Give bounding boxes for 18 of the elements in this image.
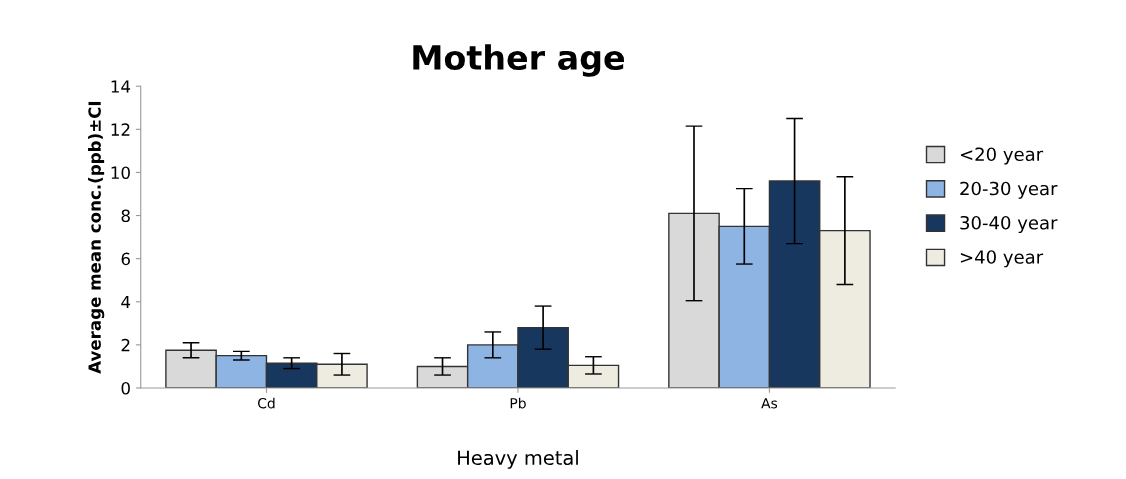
y-tick-label: 8	[121, 209, 130, 223]
chart-title: Mother age	[413, 44, 625, 77]
y-tick-label: 0	[121, 381, 130, 395]
y-tick-label: 6	[121, 252, 130, 266]
legend-label: 20-30 year	[960, 181, 1058, 199]
x-tick-label: Pb	[510, 397, 526, 409]
y-tick-label: 12	[111, 123, 130, 136]
y-tick-label: 14	[111, 80, 131, 93]
legend-label: >40 year	[960, 250, 1044, 268]
x-axis-title: Heavy metal	[458, 450, 578, 469]
legend-label: 30-40 year	[960, 215, 1058, 234]
y-tick-label: 4	[121, 295, 131, 309]
y-axis-title: Average mean conc.(ppb)±CI	[88, 101, 105, 374]
y-tick-label: 2	[121, 338, 130, 352]
legend-label: <20 year	[960, 147, 1044, 165]
x-tick-label: Cd	[258, 397, 275, 409]
y-tick-label: 10	[111, 166, 130, 180]
x-tick-label: As	[761, 398, 778, 409]
